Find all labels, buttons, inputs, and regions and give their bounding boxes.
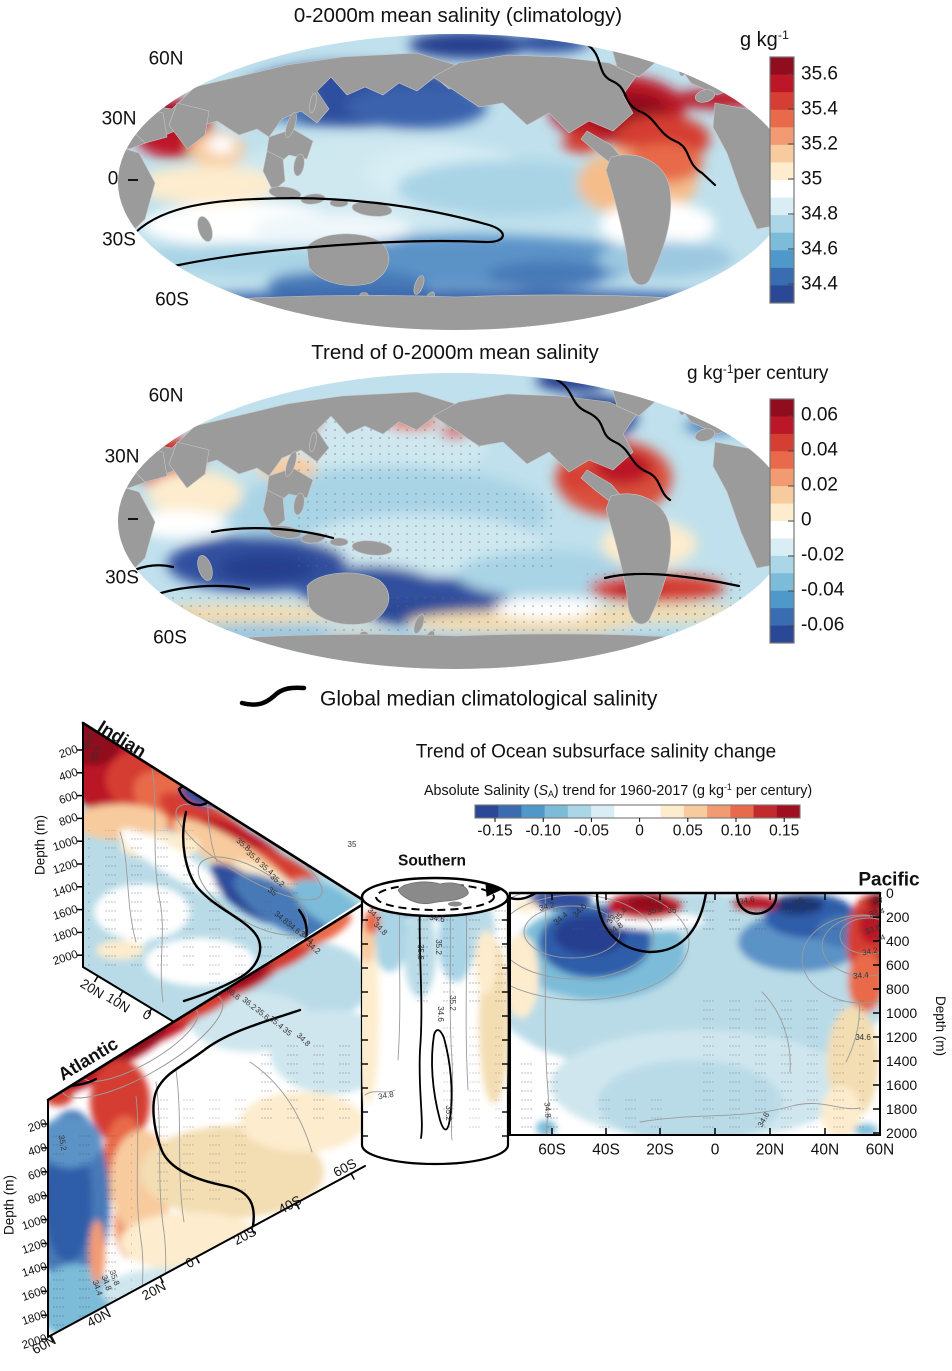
subtitle-symbol: S [538, 783, 548, 799]
legend-line-icon [239, 685, 307, 707]
unit-base: g kg [740, 29, 778, 51]
axis-ticks [42, 749, 881, 1343]
pacific-section [508, 891, 882, 1136]
colorbar-unit-trend: g kg-1per century [687, 362, 829, 384]
southern-cylinder [360, 876, 510, 1166]
subtitle-subscript: A [547, 789, 554, 800]
sections-subtitle: Absolute Salinity (SA) trend for 1960-20… [424, 782, 813, 800]
subtitle-part: ) trend for 1960-2017 (g kg [553, 783, 724, 799]
colorbar-trend [769, 398, 795, 644]
unit-sup: -1 [722, 362, 734, 376]
antarctica-inset [360, 876, 510, 918]
atlantic-section [46, 901, 367, 1338]
colorbars [474, 56, 801, 822]
unit-base: g kg [687, 363, 723, 384]
map-trend [118, 373, 792, 669]
colorbar-sections [474, 804, 801, 822]
unit-sup: -1 [777, 28, 789, 43]
indian-section [81, 721, 365, 1023]
subtitle-part: per century) [731, 783, 813, 799]
subtitle-part: Absolute Salinity ( [424, 783, 539, 799]
median-salinity-contour [123, 41, 717, 269]
subtitle-superscript: -1 [723, 782, 732, 793]
median-salinity-contour [123, 378, 741, 598]
map-climatology [118, 34, 792, 330]
colorbar-climatology [769, 56, 795, 304]
unit-rest: per century [733, 363, 829, 384]
colorbar-unit-climatology: g kg-1 [740, 28, 789, 51]
